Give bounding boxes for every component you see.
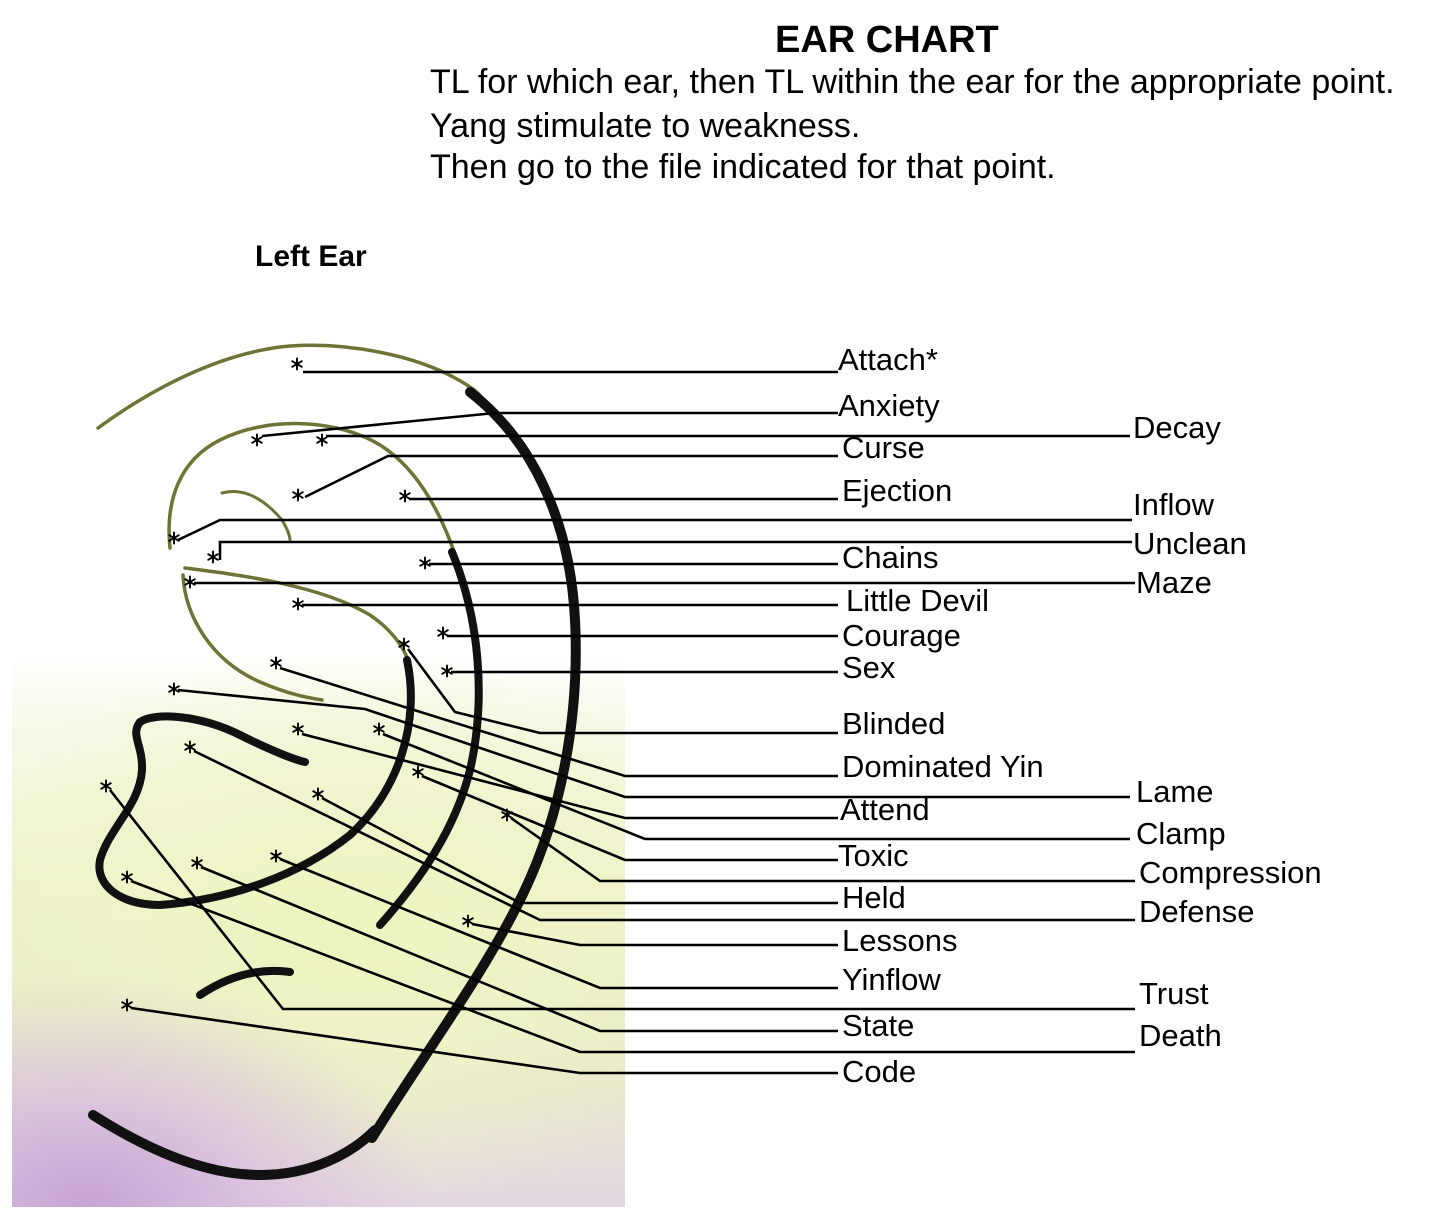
instruction-line-1: TL for which ear, then TL within the ear… (430, 63, 1395, 101)
instruction-line-3: Then go to the file indicated for that p… (430, 148, 1056, 186)
label-decay: Decay (1133, 410, 1221, 445)
ear-helix-outline (367, 387, 581, 1143)
label-maze: Maze (1136, 565, 1212, 600)
point-marker-maze (184, 575, 196, 589)
label-curse: Curse (842, 430, 925, 465)
label-little-devil: Little Devil (846, 583, 989, 618)
label-yinflow: Yinflow (842, 962, 941, 997)
leader-line-yinflow (279, 857, 838, 990)
ear-concha-inner-curve (181, 573, 324, 702)
label-inflow: Inflow (1133, 487, 1214, 522)
point-marker-death (121, 870, 133, 884)
point-marker-toxic (412, 765, 424, 779)
point-marker-defense (184, 740, 196, 754)
leader-line-defense (193, 749, 1135, 922)
leader-line-compression (510, 816, 1135, 883)
point-marker-decay (316, 433, 328, 447)
label-attend: Attend (840, 792, 930, 827)
leader-line-death (130, 879, 1135, 1054)
leader-line-held (321, 796, 838, 905)
leader-line-lessons (471, 922, 838, 947)
point-marker-curse (292, 488, 304, 502)
point-marker-code (121, 998, 133, 1012)
point-marker-trust (100, 779, 112, 793)
label-lessons: Lessons (842, 923, 958, 958)
leader-line-anxiety (261, 411, 838, 438)
ear-antihelix-thin-outline (167, 421, 462, 572)
label-toxic: Toxic (838, 838, 909, 873)
label-sex: Sex (842, 650, 896, 685)
leader-line-curse (304, 454, 838, 499)
leader-line-state (200, 865, 838, 1033)
label-chains: Chains (842, 540, 939, 575)
label-state: State (842, 1008, 915, 1043)
point-marker-unclean (207, 550, 219, 564)
page-title: EAR CHART (775, 19, 999, 61)
label-clamp: Clamp (1136, 816, 1226, 851)
label-trust: Trust (1139, 976, 1209, 1011)
leader-line-attend (301, 732, 838, 820)
point-marker-dominated-yin (270, 656, 282, 670)
leader-line-unclean (218, 540, 1132, 560)
point-marker-attend (292, 722, 304, 736)
point-marker-lessons (462, 914, 474, 928)
leader-line-inflow (177, 518, 1132, 542)
ear-side-label: Left Ear (255, 240, 367, 273)
point-marker-clamp (373, 722, 385, 736)
ear-helix-thin-outline (96, 343, 484, 430)
label-code: Code (842, 1054, 917, 1089)
label-attach: Attach* (838, 342, 938, 377)
label-lame: Lame (1136, 774, 1214, 809)
label-blinded: Blinded (842, 706, 946, 741)
point-marker-sex (441, 664, 453, 678)
label-dominated-yin: Dominated Yin (842, 749, 1044, 784)
label-held: Held (842, 880, 906, 915)
point-marker-ejection (399, 489, 411, 503)
point-marker-attach (291, 357, 303, 371)
point-marker-lame (168, 682, 180, 696)
label-defense: Defense (1139, 894, 1255, 929)
leader-line-blinded (406, 648, 838, 735)
point-marker-anxiety (251, 433, 263, 447)
ear-tragus-arc (196, 966, 294, 999)
instruction-line-2: Yang stimulate to weakness. (430, 107, 861, 145)
leader-line-clamp (382, 732, 1130, 841)
point-marker-yinflow (270, 849, 282, 863)
point-marker-state (191, 856, 203, 870)
point-marker-little-devil (292, 597, 304, 611)
ear-lobe-outline (88, 1110, 380, 1180)
leader-line-trust (108, 789, 1135, 1011)
label-anxiety: Anxiety (838, 388, 940, 423)
point-marker-held (312, 787, 324, 801)
leader-line-code (130, 1006, 838, 1075)
point-marker-courage (437, 626, 449, 640)
leader-line-toxic (421, 774, 838, 862)
label-unclean: Unclean (1133, 526, 1247, 561)
leader-line-lame (177, 688, 1130, 799)
label-ejection: Ejection (842, 473, 953, 508)
ear-small-fold-arc (220, 490, 292, 542)
point-marker-chains (419, 556, 431, 570)
label-death: Death (1139, 1018, 1222, 1053)
label-compression: Compression (1139, 855, 1322, 890)
leader-line-dominated-yin (279, 666, 838, 778)
label-courage: Courage (842, 618, 961, 653)
